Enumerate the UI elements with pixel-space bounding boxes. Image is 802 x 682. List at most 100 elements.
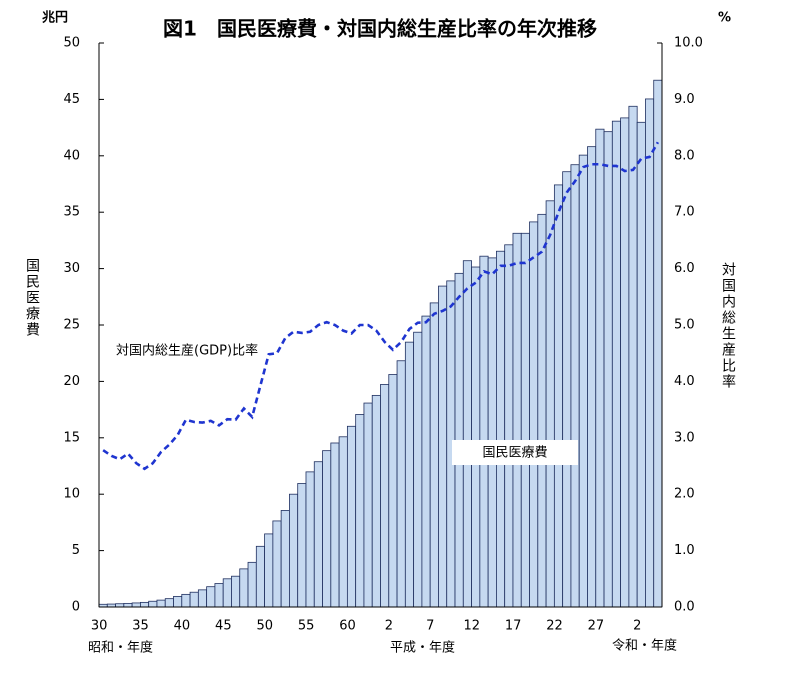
bar [322, 450, 332, 608]
bar [429, 302, 439, 608]
y2-tick-label: 10.0 [674, 36, 703, 51]
y2-tick-label: 1.0 [674, 543, 695, 558]
era-label: 平成・年度 [390, 640, 455, 656]
bar [578, 154, 588, 608]
bar [388, 374, 398, 608]
bar [289, 493, 299, 608]
bar [512, 232, 522, 608]
x-tick-label: 55 [298, 619, 315, 634]
bar [305, 471, 315, 608]
x-tick-label: 17 [505, 619, 522, 634]
line-label: 対国内総生産(GDP)比率 [116, 343, 258, 359]
x-tick-label: 7 [426, 619, 434, 634]
bar [504, 244, 514, 608]
y2-tick-label: 4.0 [674, 374, 695, 389]
bar [338, 436, 348, 608]
bar [471, 266, 481, 608]
bar [371, 394, 381, 608]
bar [280, 510, 290, 608]
y2-tick-label: 3.0 [674, 430, 695, 445]
y-tick-label: 15 [63, 430, 80, 445]
bar [123, 602, 133, 608]
bar [545, 200, 555, 608]
era-label: 令和・年度 [612, 638, 677, 654]
x-tick-label: 22 [546, 619, 563, 634]
x-tick-label: 12 [463, 619, 480, 634]
x-tick-label: 30 [91, 619, 108, 634]
y2-unit: % [718, 11, 731, 26]
bar [380, 384, 390, 608]
y-tick-label: 10 [63, 487, 80, 502]
y-tick-label: 40 [63, 148, 80, 163]
y-tick-label: 20 [63, 374, 80, 389]
bar [628, 105, 638, 608]
bar [197, 589, 208, 608]
x-tick-label: 60 [339, 619, 356, 634]
bar [487, 257, 497, 608]
x-tick-label: 45 [215, 619, 232, 634]
y2-tick-label: 7.0 [674, 205, 695, 220]
x-tick-label: 2 [385, 619, 393, 634]
x-tick-label: 40 [174, 619, 191, 634]
bar [462, 260, 472, 608]
y-tick-label: 30 [63, 261, 80, 276]
bar [529, 221, 539, 608]
bar [620, 117, 630, 608]
bar [587, 146, 597, 608]
bar [272, 520, 282, 608]
y2-tick-label: 2.0 [674, 487, 695, 502]
y2-axis-label: 対国内総生産比率 [720, 262, 736, 390]
y2-tick-label: 6.0 [674, 261, 695, 276]
y-axis-label: 国民医療費 [24, 258, 40, 338]
y-tick-label: 35 [63, 205, 80, 220]
bar [520, 232, 530, 608]
bar [645, 98, 655, 608]
bar [156, 599, 166, 608]
bar [139, 601, 150, 608]
bar [214, 583, 224, 608]
bar [255, 545, 265, 608]
bar [313, 461, 323, 608]
bar [231, 575, 241, 608]
bar [148, 600, 158, 608]
y2-tick-label: 8.0 [674, 148, 695, 163]
chart-title: 図1 国民医療費・対国内総生産比率の年次推移 [163, 17, 597, 41]
y-unit: 兆円 [42, 10, 68, 26]
bar [438, 285, 448, 608]
bar [496, 250, 506, 608]
legend-label: 国民医療費 [482, 446, 547, 461]
bar [396, 360, 406, 608]
bar [404, 341, 415, 608]
bar [553, 184, 564, 608]
bar [537, 213, 547, 608]
bar [421, 315, 431, 608]
bar [363, 402, 373, 608]
y2-tick-label: 9.0 [674, 92, 695, 107]
bar [479, 255, 489, 608]
y-tick-label: 50 [63, 36, 80, 51]
x-tick-label: 2 [633, 619, 641, 634]
legend-box [452, 440, 578, 465]
bar [611, 120, 622, 608]
bar [189, 591, 199, 608]
bar [173, 595, 183, 608]
y-tick-label: 45 [63, 92, 80, 107]
bar [181, 593, 191, 608]
era-label: 昭和・年度 [88, 640, 153, 656]
x-tick-label: 50 [256, 619, 273, 634]
y-tick-label: 0 [72, 600, 80, 615]
y2-tick-label: 0.0 [674, 600, 695, 615]
bar [346, 425, 357, 608]
bar [636, 121, 646, 608]
bar [595, 128, 605, 608]
bar [164, 598, 174, 608]
x-tick-label: 27 [588, 619, 605, 634]
bar [222, 578, 232, 608]
y2-tick-label: 5.0 [674, 318, 695, 333]
y-tick-label: 25 [63, 318, 80, 333]
bar [413, 331, 423, 608]
bar [653, 79, 663, 608]
bar [330, 442, 340, 608]
bar [562, 171, 572, 608]
bar [264, 533, 274, 608]
